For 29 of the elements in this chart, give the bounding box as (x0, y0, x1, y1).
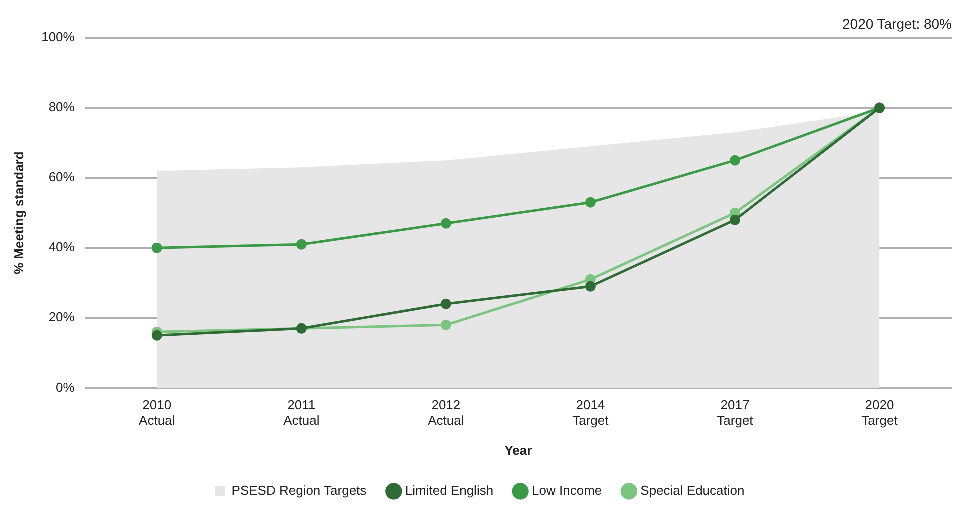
legend-label: Low Income (532, 483, 602, 498)
point (152, 330, 162, 341)
x-axis-title: Year (504, 442, 532, 458)
point (296, 239, 307, 250)
legend-label: Limited English (405, 483, 494, 498)
x-tick-label: 2020 Target (862, 398, 898, 428)
x-tick-label: 2010 Actual (139, 398, 176, 428)
point (440, 218, 452, 229)
point (585, 197, 596, 208)
legend-label: PSESD Region Targets (232, 483, 368, 498)
point (440, 298, 452, 310)
y-tick-label: 80% (48, 100, 76, 115)
y-tick-label: 0% (56, 380, 76, 395)
y-tick-label: 100% (42, 30, 76, 45)
point (440, 320, 452, 330)
x-tick-label: 2014 Target (572, 398, 610, 428)
y-tick-label: 20% (48, 310, 76, 325)
x-tick-label: 2017 Target (717, 398, 754, 428)
y-axis-title: % Meeting standard (11, 152, 26, 274)
point (585, 281, 596, 292)
x-tick-label: 2012 Actual (428, 398, 464, 428)
y-tick-label: 60% (48, 170, 76, 185)
x-tick-label: 2011 Actual (284, 398, 320, 428)
text: 2020 Target: 80% (842, 16, 952, 32)
legend-label: Special Education (640, 483, 745, 498)
point (152, 242, 162, 254)
point (730, 155, 740, 166)
point (730, 214, 740, 226)
y-tick-label: 40% (48, 240, 76, 255)
